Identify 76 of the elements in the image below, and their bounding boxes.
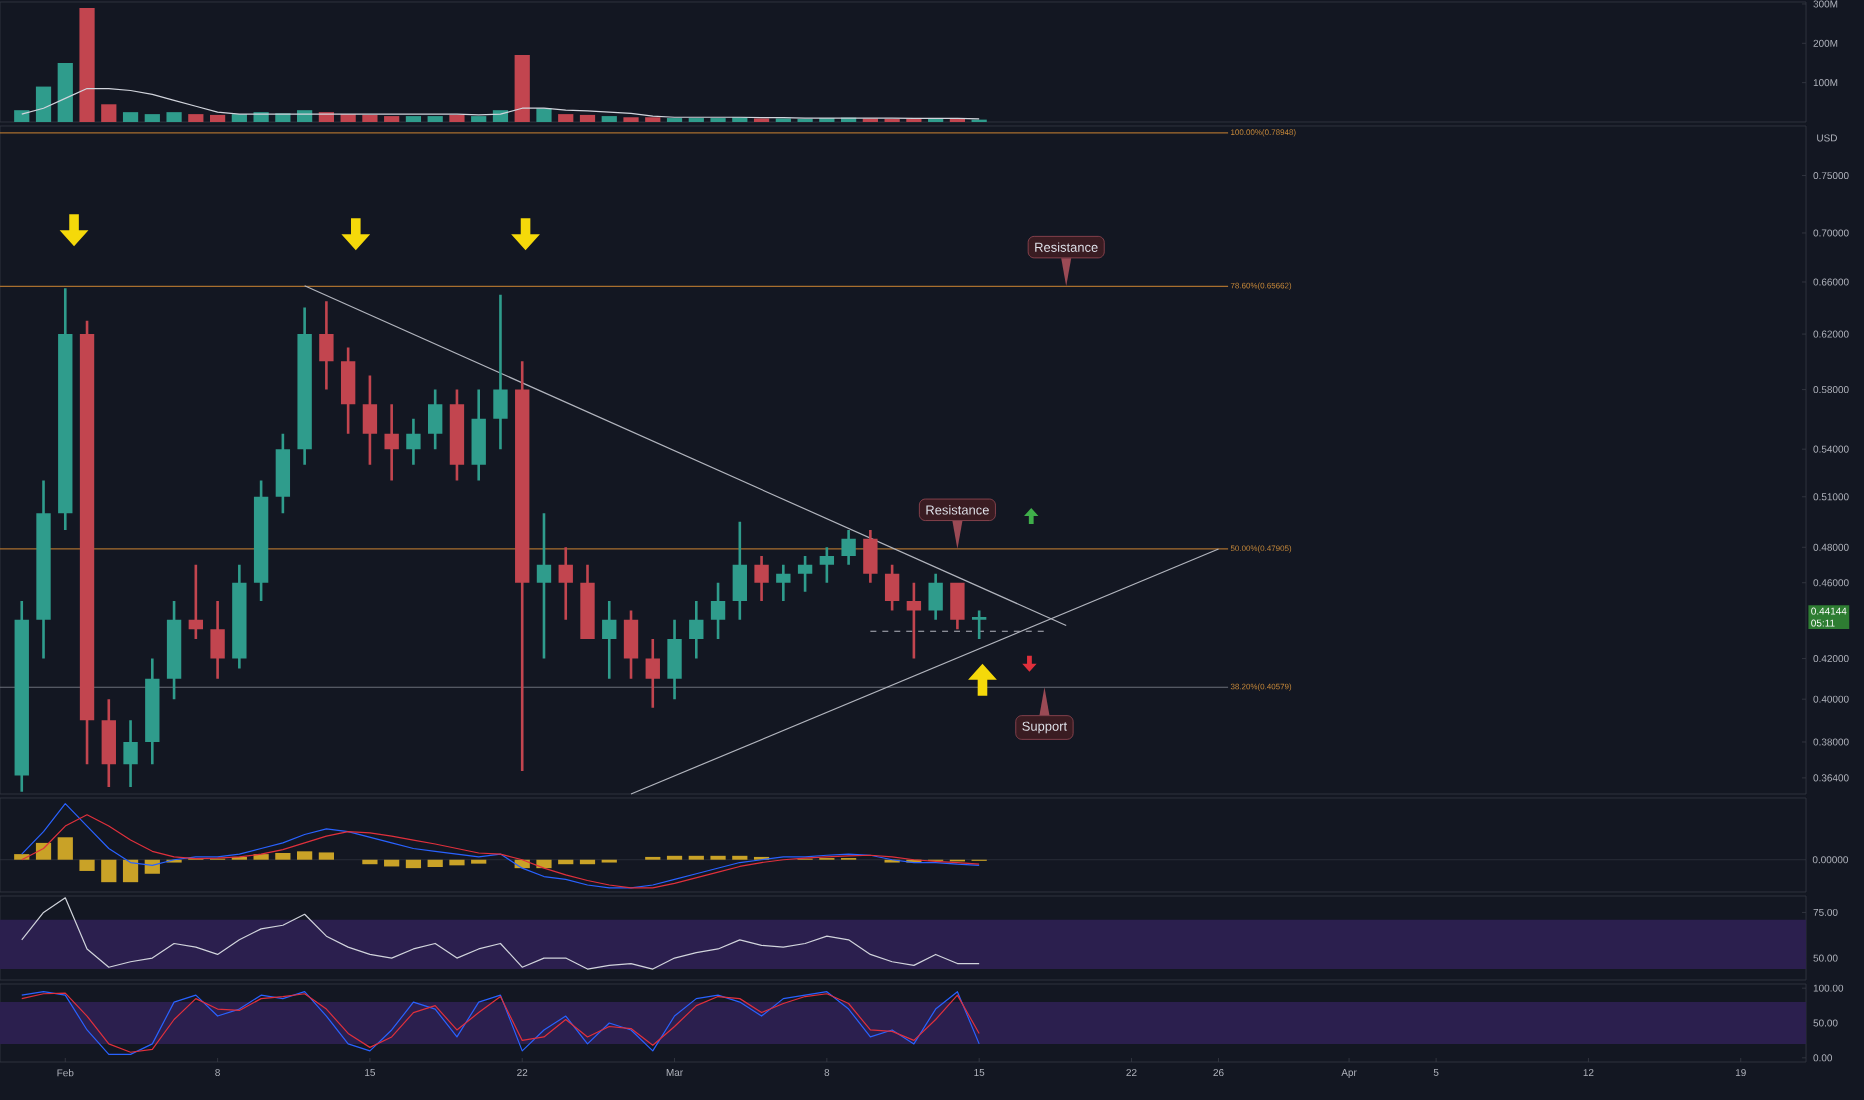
- candlestick: [558, 547, 573, 620]
- candlestick: [275, 433, 291, 514]
- candlestick: [580, 564, 595, 639]
- bar: [79, 859, 95, 871]
- candlestick: [863, 530, 878, 583]
- bar: [384, 116, 400, 122]
- candlestick: [79, 320, 95, 765]
- bar: [449, 114, 465, 122]
- bar: [514, 55, 530, 122]
- bar: [362, 859, 378, 865]
- candlestick: [253, 480, 269, 602]
- bar: [318, 852, 334, 860]
- candlestick: [841, 530, 856, 565]
- candlestick: [928, 573, 943, 620]
- bar: [166, 112, 182, 122]
- candlestick: [145, 658, 160, 765]
- bar: [231, 114, 247, 122]
- candlestick: [297, 307, 312, 465]
- candlestick: [797, 555, 813, 592]
- bar: [427, 116, 443, 122]
- bar: [14, 110, 30, 122]
- bar: [57, 62, 73, 122]
- bar: [362, 114, 378, 122]
- candlestick: [406, 418, 421, 465]
- candlestick: [819, 547, 835, 583]
- candlestick: [710, 582, 726, 639]
- bar: [122, 112, 139, 122]
- candlestick: [449, 389, 465, 481]
- bar: [601, 116, 617, 122]
- bar: [209, 114, 226, 122]
- bar: [188, 114, 204, 122]
- candlestick: [166, 601, 182, 700]
- candlestick: [493, 294, 508, 450]
- candlestick: [689, 601, 704, 659]
- bar: [536, 108, 552, 122]
- candlestick: [471, 389, 486, 481]
- bar: [536, 859, 552, 869]
- candlestick: [210, 601, 225, 679]
- candlestick: [58, 288, 73, 531]
- bar: [427, 859, 443, 868]
- candlestick: [602, 601, 617, 679]
- bar: [297, 851, 313, 860]
- candlestick: [340, 347, 356, 434]
- bar: [144, 114, 160, 122]
- bar: [405, 116, 422, 122]
- candlestick: [14, 601, 29, 792]
- candlestick: [36, 480, 51, 659]
- bar: [405, 859, 422, 869]
- bar: [579, 114, 596, 122]
- bar: [558, 114, 574, 122]
- candlestick: [950, 582, 965, 630]
- bar: [101, 859, 117, 883]
- bar: [79, 7, 95, 122]
- candlestick: [754, 555, 769, 602]
- bar: [122, 859, 139, 883]
- candlestick: [667, 619, 682, 700]
- candlestick: [384, 404, 399, 481]
- bar: [449, 859, 465, 866]
- candlestick: [645, 638, 660, 708]
- candlestick: [428, 389, 443, 450]
- candlestick: [123, 720, 138, 788]
- bar: [101, 104, 117, 122]
- bar: [275, 852, 291, 860]
- candlestick: [362, 375, 378, 465]
- candlestick: [623, 610, 639, 679]
- candlestick: [732, 521, 747, 620]
- candlestick: [101, 699, 116, 788]
- candlestick: [515, 361, 530, 771]
- bar: [57, 837, 73, 860]
- candlestick: [232, 564, 247, 669]
- bar: [35, 86, 52, 122]
- bar: [471, 116, 487, 122]
- candlestick: [884, 564, 900, 611]
- candlestick: [319, 301, 334, 390]
- bar: [35, 842, 52, 860]
- candlestick: [776, 564, 791, 602]
